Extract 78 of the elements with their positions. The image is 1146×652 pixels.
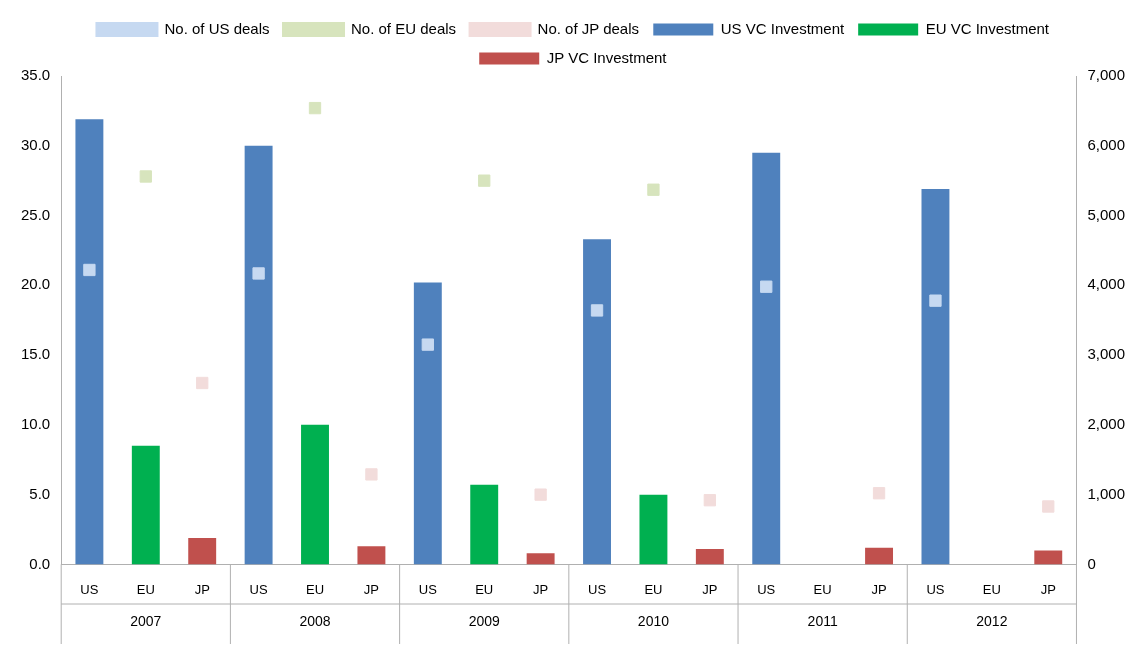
x-tick-label: JP (194, 581, 210, 597)
y-tick-label: 35.0 (20, 66, 51, 84)
point (929, 294, 942, 307)
bar (301, 424, 329, 565)
bar (695, 549, 724, 565)
point (139, 170, 152, 183)
y2-tick-label: 2,000 (1087, 415, 1126, 432)
text: 2011 (807, 612, 838, 629)
bar (470, 484, 499, 565)
bar (526, 553, 555, 565)
x-tick-label: US (926, 581, 945, 597)
point (872, 487, 886, 500)
point (590, 304, 604, 317)
bar (583, 239, 611, 565)
x-tick-label: EU (136, 581, 155, 597)
text: 2008 (299, 612, 331, 629)
text: 2009 (468, 612, 500, 629)
bar (1034, 550, 1063, 565)
x-tick-label: EU (305, 581, 325, 597)
point (308, 101, 322, 115)
legend-label: EU VC Investment (925, 19, 1050, 37)
y-tick-label: 25.0 (20, 205, 51, 223)
x-tick-label: US (80, 581, 99, 597)
bar (639, 494, 668, 565)
x-tick-label: JP (871, 581, 887, 597)
y-tick-label: 30.0 (20, 135, 51, 153)
bar (865, 547, 894, 565)
bar (921, 189, 950, 565)
x-tick-label: US (418, 581, 438, 597)
y-tick-label: 0.0 (29, 554, 51, 572)
x-tick-label: JP (363, 581, 379, 597)
x-tick-label: JP (533, 581, 549, 597)
text: 2012 (976, 612, 1008, 629)
bar (752, 152, 781, 565)
bar (75, 119, 104, 565)
point (365, 468, 378, 481)
x-tick-label: JP (702, 581, 718, 597)
y2-tick-label: 0 (1087, 554, 1096, 572)
legend-label: No. of US deals (164, 19, 270, 37)
x-tick-label: EU (644, 581, 663, 597)
point (647, 183, 660, 196)
text: 2007 (130, 612, 162, 629)
x-tick-label: EU (475, 581, 494, 597)
y2-tick-label: 7,000 (1087, 66, 1126, 84)
bar (244, 145, 273, 565)
y-tick-label: 5.0 (29, 484, 51, 502)
y2-tick-label: 1,000 (1087, 484, 1126, 502)
x-tick-label: US (249, 581, 268, 597)
legend-label: US VC Investment (720, 19, 845, 37)
legend-label: No. of EU deals (351, 19, 457, 37)
y-tick-label: 20.0 (20, 275, 51, 293)
point (421, 338, 434, 351)
bar (188, 537, 217, 565)
bar (413, 282, 442, 565)
y2-tick-label: 3,000 (1087, 345, 1126, 363)
y2-tick-label: 4,000 (1087, 275, 1126, 293)
x-tick-label: EU (813, 581, 832, 597)
point (534, 488, 547, 501)
point (478, 174, 491, 187)
text: 2010 (637, 612, 670, 629)
x-tick-label: EU (982, 581, 1001, 597)
legend-label: JP VC Investment (546, 48, 668, 66)
y-tick-label: 15.0 (20, 345, 51, 363)
point (703, 494, 716, 507)
y-tick-label: 10.0 (20, 415, 51, 432)
point (196, 376, 209, 390)
bar (357, 546, 386, 565)
x-tick-label: JP (1040, 581, 1056, 597)
point (83, 263, 96, 277)
point (760, 280, 773, 293)
point (1042, 500, 1055, 513)
y2-tick-label: 6,000 (1087, 135, 1126, 153)
y2-tick-label: 5,000 (1087, 205, 1126, 223)
point (252, 267, 265, 280)
x-tick-label: US (588, 581, 607, 597)
bar (131, 445, 160, 565)
x-tick-label: US (757, 581, 776, 597)
legend-label: No. of JP deals (537, 19, 640, 37)
